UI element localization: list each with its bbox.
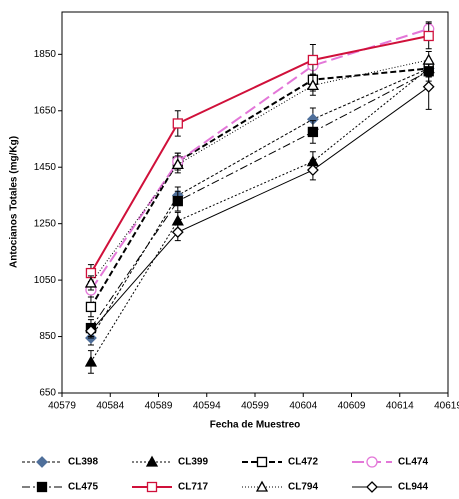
x-tick-label: 40609 [338, 401, 366, 412]
point [422, 80, 435, 93]
series-line [90, 67, 429, 339]
point [307, 54, 319, 66]
x-tick-label: 40584 [96, 401, 124, 412]
y-tick-label: 850 [39, 331, 56, 342]
series-line [90, 35, 429, 274]
point [306, 164, 319, 176]
point [171, 226, 184, 239]
x-tick-label: 40599 [241, 401, 269, 412]
point [172, 118, 183, 129]
x-tick-label: 40594 [193, 401, 221, 412]
legend-label: CL944 [398, 482, 428, 493]
point [84, 355, 98, 367]
y-tick-label: 650 [39, 388, 56, 399]
legend-label: CL474 [398, 457, 428, 468]
legend-label: CL475 [68, 482, 98, 493]
point [422, 53, 435, 65]
legend-marker [255, 480, 269, 492]
legend-label: CL472 [288, 457, 318, 468]
series-line [90, 70, 429, 329]
y-tick-label: 1450 [34, 162, 57, 173]
legend-marker [366, 456, 378, 468]
point [85, 324, 97, 337]
x-tick-label: 40614 [386, 401, 414, 412]
series-line [90, 67, 429, 308]
y-axis-title: Antocianos Totales (mg/Kg) [9, 136, 20, 268]
legend-label: CL399 [178, 457, 208, 468]
point [423, 30, 434, 42]
legend-marker [366, 481, 378, 493]
legend-marker [256, 456, 268, 468]
legend-marker [145, 455, 159, 467]
legend-label: CL398 [68, 457, 98, 468]
y-tick-label: 1050 [34, 275, 57, 286]
x-tick-label: 40604 [289, 401, 317, 412]
legend-marker [36, 481, 48, 493]
legend-label: CL717 [178, 482, 208, 493]
series-line [90, 86, 429, 332]
point [85, 301, 97, 313]
x-tick-label: 40579 [48, 401, 76, 412]
x-tick-label: 40619 [434, 401, 459, 412]
x-tick-label: 40589 [145, 401, 173, 412]
legend-label: CL794 [288, 482, 318, 493]
plot-frame [61, 11, 449, 394]
point [172, 195, 183, 207]
legend-marker [36, 456, 48, 468]
point [84, 276, 98, 288]
series-line [90, 59, 429, 284]
y-tick-label: 1650 [34, 105, 57, 116]
point [306, 79, 320, 91]
point [307, 126, 319, 138]
y-tick-label: 1250 [34, 218, 57, 229]
point [171, 158, 184, 170]
x-axis-title: Fecha de Muestreo [210, 420, 301, 431]
legend-marker [146, 481, 158, 493]
y-tick-label: 1850 [34, 49, 57, 60]
